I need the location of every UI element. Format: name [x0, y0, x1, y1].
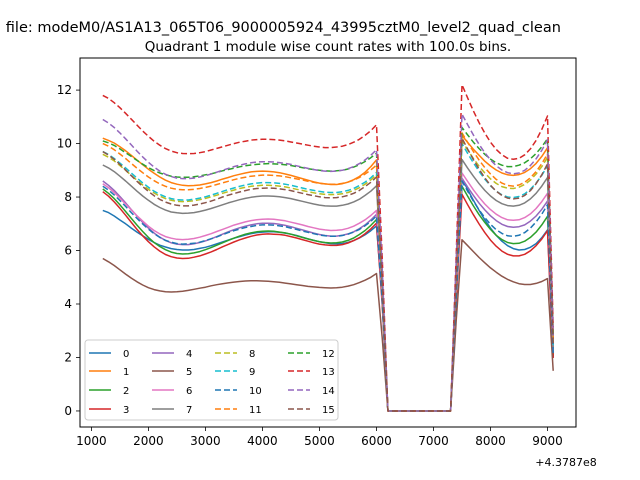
y-tick-label: 6: [64, 244, 72, 258]
series-line-3: [102, 191, 554, 412]
x-tick-label: 1000: [76, 434, 107, 448]
series-line-1: [102, 134, 554, 412]
y-axis: 0 2 4 6 8 10 12: [57, 83, 80, 418]
series-line-15: [102, 137, 554, 412]
legend-label-2: 2: [123, 386, 129, 397]
figure-suptitle: n file: modeM0/AS1A13_065T06_9000005924_…: [0, 20, 561, 36]
legend-label-13: 13: [322, 367, 335, 378]
legend-frame: [84, 339, 339, 421]
legend-label-3: 3: [123, 405, 129, 416]
legend-label-1: 1: [123, 367, 129, 378]
x-tick-label: 5000: [304, 434, 335, 448]
y-tick-label: 4: [64, 297, 72, 311]
x-offset-label: +4.3787e8: [535, 456, 596, 469]
y-tick-label: 2: [64, 350, 72, 364]
x-tick-label: 9000: [532, 434, 563, 448]
legend-label-5: 5: [186, 367, 192, 378]
y-tick-label: 0: [64, 404, 72, 418]
x-tick-label: 3000: [190, 434, 221, 448]
series-line-7: [102, 158, 554, 412]
x-tick-label: 4000: [247, 434, 278, 448]
legend-label-6: 6: [186, 386, 192, 397]
chart-title: Quadrant 1 module wise count rates with …: [145, 39, 511, 55]
series-line-10: [102, 180, 554, 412]
series-line-12: [102, 126, 554, 412]
y-tick-label: 10: [57, 137, 72, 151]
legend-label-8: 8: [249, 349, 255, 360]
legend-label-9: 9: [249, 367, 255, 378]
series-line-8: [102, 140, 554, 412]
axes-frame: [79, 57, 577, 428]
x-tick-label: 8000: [475, 434, 506, 448]
legend-label-7: 7: [186, 405, 192, 416]
legend-label-4: 4: [186, 349, 192, 360]
legend-label-12: 12: [322, 349, 335, 360]
legend-label-15: 15: [322, 405, 335, 416]
series-line-4: [102, 177, 554, 412]
series-line-5: [102, 239, 554, 412]
legend-label-10: 10: [249, 386, 262, 397]
y-tick-label: 12: [57, 83, 72, 97]
series-line-6: [102, 172, 554, 412]
series-line-11: [102, 132, 554, 412]
series-line-2: [102, 185, 554, 412]
series-line-9: [102, 142, 554, 412]
series-line-13: [102, 83, 554, 412]
y-tick-label: 8: [64, 190, 72, 204]
series-layer: [102, 83, 554, 412]
legend-label-0: 0: [123, 349, 129, 360]
legend-label-14: 14: [322, 386, 335, 397]
x-tick-label: 6000: [361, 434, 392, 448]
series-line-14: [102, 113, 554, 412]
x-axis: 1000 2000 3000 4000 5000 6000 7000 8000 9000: [76, 427, 563, 448]
x-tick-label: 7000: [418, 434, 449, 448]
x-tick-label: 2000: [133, 434, 164, 448]
legend-label-11: 11: [249, 405, 262, 416]
